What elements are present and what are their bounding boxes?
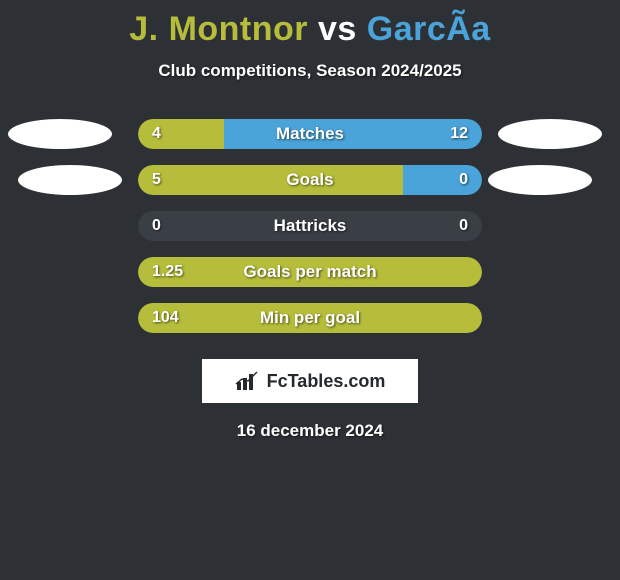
- stat-row: 412Matches: [0, 111, 620, 157]
- bar-chart-icon: [235, 370, 261, 392]
- stat-value-left: 5: [138, 165, 175, 195]
- club-logo-right: [488, 165, 592, 195]
- stat-value-left: 4: [138, 119, 175, 149]
- stat-value-left: 1.25: [138, 257, 197, 287]
- stat-value-right: 0: [445, 165, 482, 195]
- stat-bar-bg: [138, 211, 482, 241]
- stat-bar-left: [138, 165, 403, 195]
- stat-value-left: 104: [138, 303, 193, 333]
- club-logo-right: [498, 119, 602, 149]
- stat-bar: 412Matches: [138, 119, 482, 149]
- site-logo-box: FcTables.com: [202, 359, 418, 403]
- stat-row: 104Min per goal: [0, 295, 620, 341]
- comparison-title: J. Montnor vs GarcÃ­a: [0, 0, 620, 49]
- date-text: 16 december 2024: [0, 421, 620, 441]
- stat-bar: 00Hattricks: [138, 211, 482, 241]
- club-logo-left: [8, 119, 112, 149]
- title-right-name: GarcÃ­a: [367, 10, 491, 48]
- club-logo-left: [18, 165, 122, 195]
- site-logo-text: FcTables.com: [267, 371, 386, 392]
- subtitle: Club competitions, Season 2024/2025: [0, 61, 620, 81]
- stat-value-right: 12: [436, 119, 482, 149]
- stat-bar: 1.25Goals per match: [138, 257, 482, 287]
- stat-row: 1.25Goals per match: [0, 249, 620, 295]
- stat-rows: 412Matches50Goals00Hattricks1.25Goals pe…: [0, 111, 620, 341]
- stat-bar: 50Goals: [138, 165, 482, 195]
- stat-bar: 104Min per goal: [138, 303, 482, 333]
- stat-row: 50Goals: [0, 157, 620, 203]
- stat-value-right: 0: [445, 211, 482, 241]
- stat-row: 00Hattricks: [0, 203, 620, 249]
- title-vs: vs: [308, 10, 367, 48]
- title-left-name: J. Montnor: [129, 10, 308, 48]
- stat-value-left: 0: [138, 211, 175, 241]
